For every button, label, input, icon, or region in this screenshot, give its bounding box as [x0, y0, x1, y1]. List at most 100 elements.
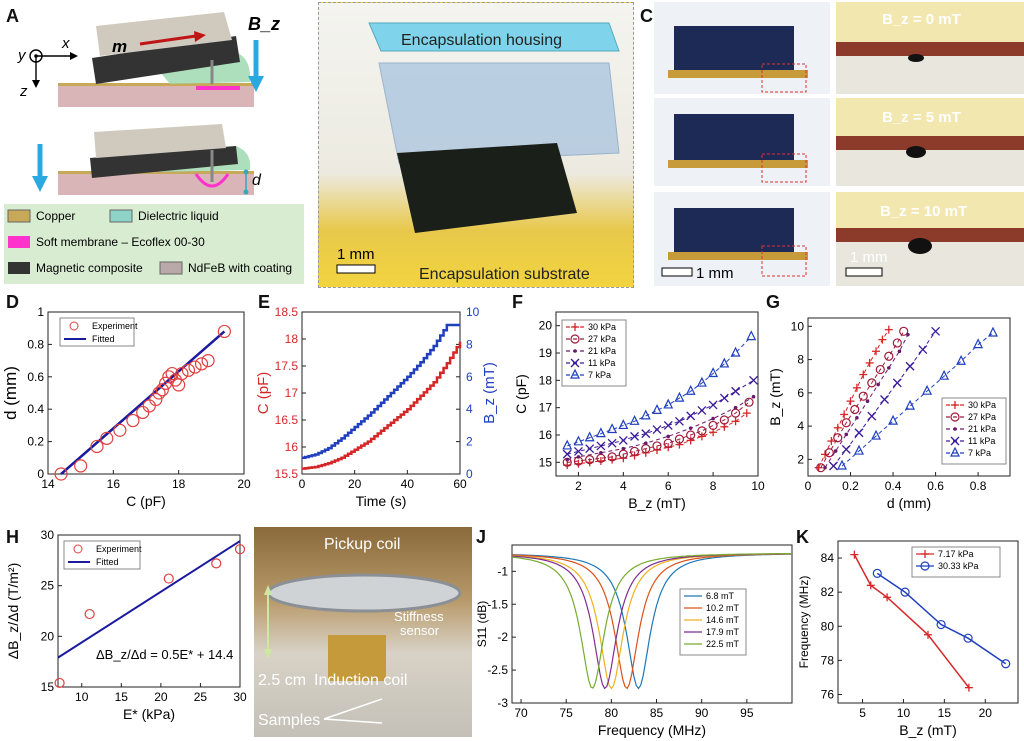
- data-point: [988, 326, 998, 337]
- x-tick-label: 10: [75, 690, 89, 704]
- y-tick-label: -2: [497, 630, 508, 644]
- data-point: [878, 335, 887, 344]
- data-point: [858, 391, 868, 401]
- encapsulation-housing-body: [378, 62, 620, 164]
- data-point: [188, 360, 202, 374]
- y2-tick-label: 2: [466, 435, 473, 449]
- data-point: [922, 384, 933, 395]
- induction-coil-photo: [328, 635, 386, 681]
- marker-stroke: [607, 438, 617, 448]
- panel-label-k: K: [796, 527, 809, 547]
- data-point: [194, 357, 209, 371]
- data-point: [872, 568, 882, 579]
- x-tick-label: 85: [650, 706, 664, 720]
- marker-stroke: [663, 420, 673, 430]
- y-axis-label: C (pF): [255, 372, 272, 415]
- data-point: [629, 414, 640, 425]
- data-point: [211, 558, 222, 569]
- legend-label: 7 kPa: [968, 448, 991, 458]
- data-point: [708, 420, 718, 431]
- data-point: [152, 386, 166, 400]
- x-tick-label: 30: [233, 690, 247, 704]
- x-tick-label: 0: [299, 477, 306, 491]
- data-point: [573, 446, 583, 456]
- y-tick-label: 25: [41, 579, 55, 593]
- y2-axis-label: B_z (mT): [481, 362, 498, 424]
- panel-label-d: D: [6, 292, 19, 312]
- legend-label: 7 kPa: [588, 370, 611, 380]
- y-tick-label: 6: [797, 386, 804, 400]
- data-point: [674, 434, 685, 444]
- marker-stroke: [731, 386, 741, 396]
- data-point: [906, 332, 910, 337]
- data-point: [897, 349, 902, 354]
- y-tick-label: -3: [497, 696, 508, 710]
- legend-swatch-membrane: [8, 236, 30, 248]
- data-point: [573, 349, 577, 353]
- data-point: [872, 347, 881, 356]
- marker-stroke: [880, 395, 890, 404]
- y-axis-label: Frequency (MHz): [797, 576, 811, 669]
- y2-tick-label: 10: [466, 305, 480, 319]
- data-point: [571, 323, 579, 331]
- data-point: [884, 325, 893, 334]
- data-point: [921, 550, 929, 558]
- data-point: [841, 418, 851, 428]
- marker-stroke: [749, 375, 758, 385]
- data-point: [201, 353, 215, 368]
- x-tick-label: 15: [938, 706, 952, 720]
- x-tick-label: 2: [575, 479, 582, 493]
- data-point: [618, 419, 629, 430]
- legend-label: 30 kPa: [968, 400, 996, 410]
- legend-swatch-copper: [7, 209, 31, 223]
- data-point: [884, 351, 894, 361]
- data-point: [570, 368, 580, 379]
- y-tick-label: 16: [285, 440, 299, 454]
- x-tick-label: 10: [897, 706, 911, 720]
- data-point: [719, 393, 729, 403]
- x-axis-label: B_z (mT): [628, 495, 686, 511]
- data-point: [918, 345, 928, 355]
- legend-membrane: Soft membrane – Ecoflex 00-30: [36, 235, 205, 249]
- x-axis-label: d (mm): [887, 495, 931, 511]
- data-point: [876, 382, 880, 387]
- panel-label-e: E: [258, 292, 271, 312]
- data-point: [149, 392, 163, 407]
- marker-stroke: [841, 444, 851, 454]
- data-point: [833, 449, 838, 453]
- data-point: [742, 409, 751, 418]
- legend-label: 6.8 mT: [706, 591, 735, 601]
- legend-label: Fitted: [92, 334, 115, 344]
- series-line: [818, 329, 890, 468]
- material-legend: Copper Dielectric liquid Soft membrane –…: [7, 209, 292, 275]
- y-tick-label: 8: [797, 353, 804, 367]
- data-point: [887, 366, 891, 370]
- data-point: [859, 370, 868, 379]
- photo-left-column: 1 mm: [654, 2, 830, 286]
- y-tick-label: 0.6: [27, 370, 44, 384]
- y-tick-label: 15: [41, 680, 55, 694]
- data-point: [867, 378, 877, 388]
- x-axis-label: E* (kPa): [123, 706, 175, 722]
- membrane-top: [196, 86, 240, 90]
- data-point: [708, 400, 718, 410]
- y-tick-label: 17.5: [275, 359, 299, 373]
- series-capacitance: [302, 341, 462, 470]
- data-point: [674, 391, 685, 402]
- gap-label: d: [252, 172, 262, 189]
- data-point: [697, 405, 707, 415]
- data-point: [697, 432, 706, 441]
- x-tick-label: 15: [115, 690, 129, 704]
- legend-swatch-magnetic: [8, 262, 30, 274]
- data-point: [829, 461, 838, 471]
- data-point: [162, 370, 176, 384]
- marker-stroke: [867, 411, 877, 421]
- data-point: [165, 366, 179, 381]
- series-line: [567, 401, 750, 463]
- marker-stroke: [573, 446, 583, 456]
- x-axis-label: C (pF): [126, 493, 166, 509]
- data-point: [905, 361, 915, 371]
- chart-g-field-vs-distance: 0 0.2 0.4 0.6 0.8 2 4 6 8 10 d (mm) B_z (mT) 30 kPa 2…: [767, 317, 1011, 511]
- data-point: [54, 467, 68, 481]
- x-tick-label: 75: [560, 706, 574, 720]
